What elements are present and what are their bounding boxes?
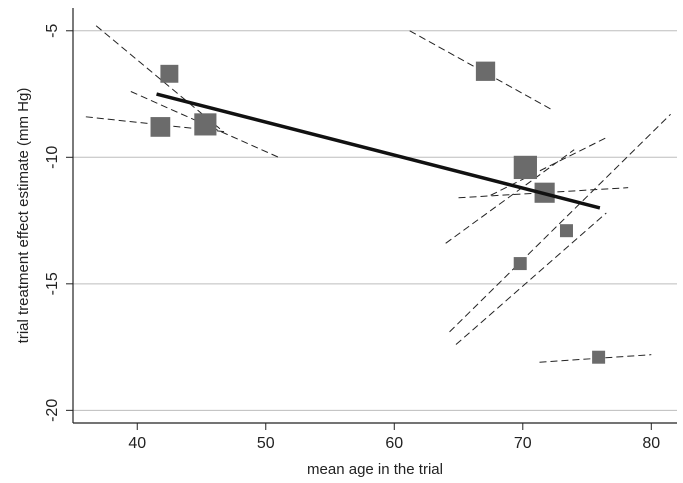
- trial-markers: [150, 61, 606, 364]
- data-point: [150, 117, 171, 137]
- grid-layer: [73, 30, 677, 411]
- y-tick-label: -10: [44, 146, 61, 169]
- data-point: [559, 224, 573, 238]
- x-tick-label: 40: [128, 435, 146, 452]
- data-point: [592, 350, 606, 364]
- dashed-line: [449, 113, 671, 333]
- data-point: [194, 113, 217, 136]
- y-tick-label: -15: [44, 272, 61, 295]
- x-axis-title: mean age in the trial: [307, 461, 443, 478]
- dashed-line: [455, 212, 607, 345]
- x-tick-label: 50: [257, 435, 275, 452]
- data-point: [513, 155, 537, 180]
- data-point: [475, 61, 496, 81]
- dashed-line: [458, 187, 629, 199]
- data-point: [160, 64, 179, 83]
- dashed-line: [95, 25, 222, 130]
- x-tick-label: 70: [514, 435, 532, 452]
- x-tick-label: 80: [642, 435, 660, 452]
- y-axis-title: trial treatment effect estimate (mm Hg): [15, 88, 32, 344]
- y-tick-label: -5: [44, 24, 61, 38]
- y-tick-label: -20: [44, 399, 61, 422]
- x-tick-label: 60: [385, 435, 403, 452]
- data-point: [513, 257, 527, 271]
- axes-layer: -5 -10 -15 -20 40 50 60 70 80: [44, 8, 677, 452]
- dashed-line: [445, 149, 575, 244]
- fit-line: [156, 92, 601, 210]
- fit-line-layer: [156, 92, 601, 210]
